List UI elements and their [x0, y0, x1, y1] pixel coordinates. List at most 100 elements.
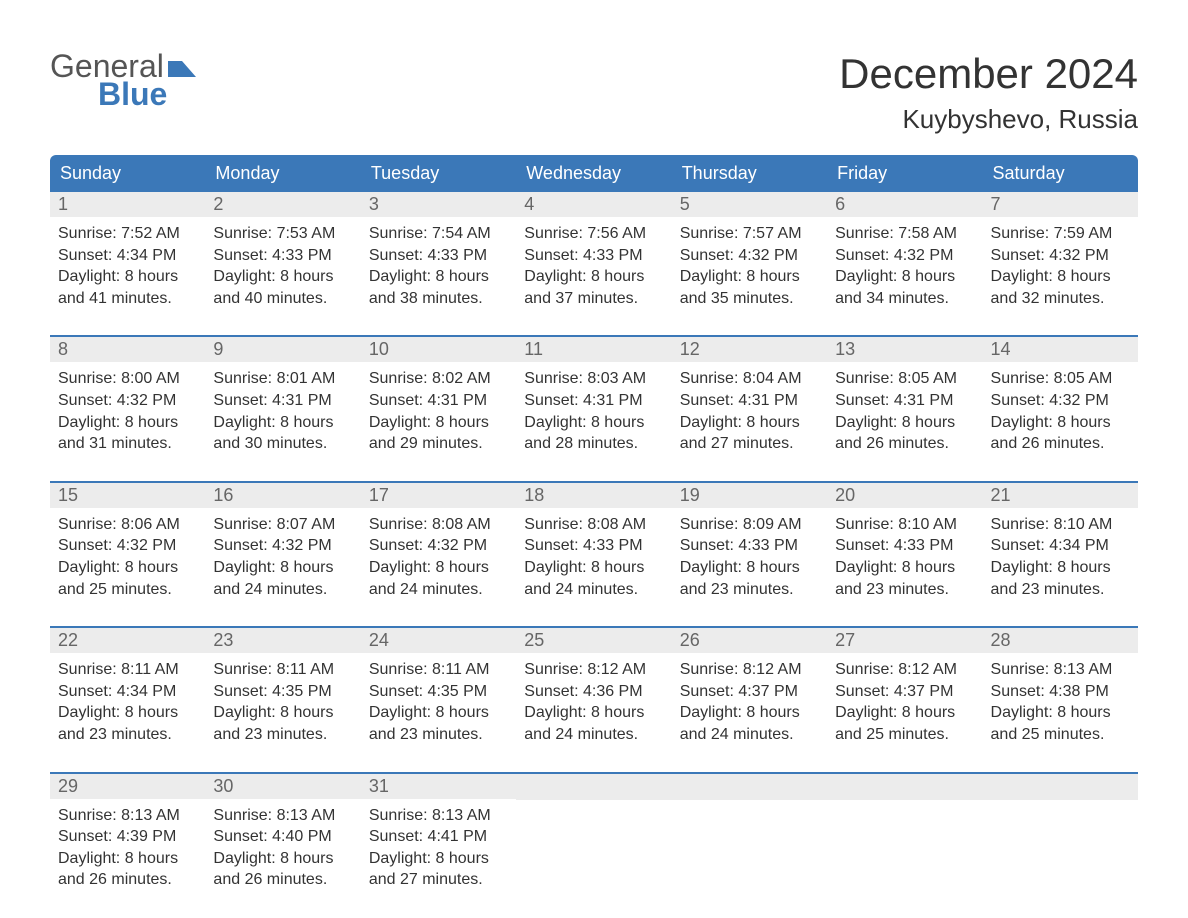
d1-text: Daylight: 8 hours [213, 412, 352, 434]
d2-text: and 41 minutes. [58, 288, 197, 310]
d2-text: and 35 minutes. [680, 288, 819, 310]
calendar-cell: 6Sunrise: 7:58 AMSunset: 4:32 PMDaylight… [827, 192, 982, 327]
day-number: 8 [50, 337, 205, 362]
calendar-cell: 16Sunrise: 8:07 AMSunset: 4:32 PMDayligh… [205, 483, 360, 618]
sunset-text: Sunset: 4:32 PM [213, 535, 352, 557]
d2-text: and 27 minutes. [680, 433, 819, 455]
day-number: 29 [50, 774, 205, 799]
sunrise-text: Sunrise: 8:11 AM [369, 659, 508, 681]
cell-body: Sunrise: 7:57 AMSunset: 4:32 PMDaylight:… [672, 217, 827, 309]
sunrise-text: Sunrise: 8:12 AM [680, 659, 819, 681]
cell-body: Sunrise: 8:05 AMSunset: 4:31 PMDaylight:… [827, 362, 982, 454]
week-row: 29Sunrise: 8:13 AMSunset: 4:39 PMDayligh… [50, 772, 1138, 909]
cell-body: Sunrise: 8:11 AMSunset: 4:35 PMDaylight:… [205, 653, 360, 745]
calendar-cell: 29Sunrise: 8:13 AMSunset: 4:39 PMDayligh… [50, 774, 205, 909]
cell-body: Sunrise: 8:04 AMSunset: 4:31 PMDaylight:… [672, 362, 827, 454]
cell-body: Sunrise: 8:13 AMSunset: 4:38 PMDaylight:… [983, 653, 1138, 745]
day-number: 6 [827, 192, 982, 217]
day-header: Tuesday [361, 155, 516, 192]
d1-text: Daylight: 8 hours [213, 702, 352, 724]
calendar-cell: 2Sunrise: 7:53 AMSunset: 4:33 PMDaylight… [205, 192, 360, 327]
day-number: 27 [827, 628, 982, 653]
sunrise-text: Sunrise: 8:09 AM [680, 514, 819, 536]
d1-text: Daylight: 8 hours [835, 557, 974, 579]
calendar-cell: 20Sunrise: 8:10 AMSunset: 4:33 PMDayligh… [827, 483, 982, 618]
d2-text: and 24 minutes. [680, 724, 819, 746]
cell-body: Sunrise: 8:13 AMSunset: 4:40 PMDaylight:… [205, 799, 360, 891]
cell-body: Sunrise: 8:09 AMSunset: 4:33 PMDaylight:… [672, 508, 827, 600]
d1-text: Daylight: 8 hours [680, 702, 819, 724]
title-block: December 2024 Kuybyshevo, Russia [839, 50, 1138, 135]
sunset-text: Sunset: 4:32 PM [835, 245, 974, 267]
d1-text: Daylight: 8 hours [835, 702, 974, 724]
sunset-text: Sunset: 4:31 PM [680, 390, 819, 412]
month-title: December 2024 [839, 50, 1138, 98]
day-number: 4 [516, 192, 671, 217]
sunset-text: Sunset: 4:31 PM [835, 390, 974, 412]
sunrise-text: Sunrise: 8:12 AM [524, 659, 663, 681]
calendar-cell: 25Sunrise: 8:12 AMSunset: 4:36 PMDayligh… [516, 628, 671, 763]
d1-text: Daylight: 8 hours [680, 557, 819, 579]
d1-text: Daylight: 8 hours [369, 412, 508, 434]
calendar-cell: 9Sunrise: 8:01 AMSunset: 4:31 PMDaylight… [205, 337, 360, 472]
day-header: Wednesday [516, 155, 671, 192]
cell-body: Sunrise: 7:56 AMSunset: 4:33 PMDaylight:… [516, 217, 671, 309]
d2-text: and 37 minutes. [524, 288, 663, 310]
d2-text: and 30 minutes. [213, 433, 352, 455]
sunrise-text: Sunrise: 8:08 AM [524, 514, 663, 536]
sunrise-text: Sunrise: 8:05 AM [835, 368, 974, 390]
day-number: 12 [672, 337, 827, 362]
cell-body: Sunrise: 8:08 AMSunset: 4:32 PMDaylight:… [361, 508, 516, 600]
sunrise-text: Sunrise: 8:03 AM [524, 368, 663, 390]
calendar-cell: 1Sunrise: 7:52 AMSunset: 4:34 PMDaylight… [50, 192, 205, 327]
calendar-cell: 24Sunrise: 8:11 AMSunset: 4:35 PMDayligh… [361, 628, 516, 763]
day-number: 30 [205, 774, 360, 799]
header: General Blue December 2024 Kuybyshevo, R… [50, 50, 1138, 135]
day-number: 15 [50, 483, 205, 508]
sunset-text: Sunset: 4:33 PM [369, 245, 508, 267]
sunset-text: Sunset: 4:35 PM [213, 681, 352, 703]
day-number: 13 [827, 337, 982, 362]
cell-body: Sunrise: 7:53 AMSunset: 4:33 PMDaylight:… [205, 217, 360, 309]
cell-body: Sunrise: 8:07 AMSunset: 4:32 PMDaylight:… [205, 508, 360, 600]
logo-text-2: Blue [98, 76, 167, 113]
sunset-text: Sunset: 4:36 PM [524, 681, 663, 703]
cell-body: Sunrise: 8:10 AMSunset: 4:33 PMDaylight:… [827, 508, 982, 600]
sunrise-text: Sunrise: 8:05 AM [991, 368, 1130, 390]
d1-text: Daylight: 8 hours [369, 266, 508, 288]
day-number: 25 [516, 628, 671, 653]
d2-text: and 26 minutes. [58, 869, 197, 891]
sunset-text: Sunset: 4:31 PM [369, 390, 508, 412]
sunset-text: Sunset: 4:32 PM [369, 535, 508, 557]
sunset-text: Sunset: 4:31 PM [524, 390, 663, 412]
calendar-cell: 28Sunrise: 8:13 AMSunset: 4:38 PMDayligh… [983, 628, 1138, 763]
d1-text: Daylight: 8 hours [369, 848, 508, 870]
d2-text: and 23 minutes. [835, 579, 974, 601]
cell-body: Sunrise: 8:05 AMSunset: 4:32 PMDaylight:… [983, 362, 1138, 454]
calendar-cell: 27Sunrise: 8:12 AMSunset: 4:37 PMDayligh… [827, 628, 982, 763]
day-number: 1 [50, 192, 205, 217]
d2-text: and 25 minutes. [835, 724, 974, 746]
sunset-text: Sunset: 4:35 PM [369, 681, 508, 703]
sunrise-text: Sunrise: 7:57 AM [680, 223, 819, 245]
sunset-text: Sunset: 4:33 PM [680, 535, 819, 557]
cell-body: Sunrise: 7:58 AMSunset: 4:32 PMDaylight:… [827, 217, 982, 309]
day-number: 7 [983, 192, 1138, 217]
day-number [672, 774, 827, 800]
calendar-cell: 19Sunrise: 8:09 AMSunset: 4:33 PMDayligh… [672, 483, 827, 618]
calendar-cell: 22Sunrise: 8:11 AMSunset: 4:34 PMDayligh… [50, 628, 205, 763]
cell-body: Sunrise: 8:11 AMSunset: 4:34 PMDaylight:… [50, 653, 205, 745]
d2-text: and 26 minutes. [991, 433, 1130, 455]
d1-text: Daylight: 8 hours [524, 266, 663, 288]
sunrise-text: Sunrise: 8:12 AM [835, 659, 974, 681]
sunset-text: Sunset: 4:32 PM [58, 535, 197, 557]
calendar-cell [516, 774, 671, 909]
cell-body: Sunrise: 8:11 AMSunset: 4:35 PMDaylight:… [361, 653, 516, 745]
day-number: 16 [205, 483, 360, 508]
day-number: 5 [672, 192, 827, 217]
d2-text: and 23 minutes. [991, 579, 1130, 601]
sunrise-text: Sunrise: 7:52 AM [58, 223, 197, 245]
d1-text: Daylight: 8 hours [213, 557, 352, 579]
calendar-cell: 7Sunrise: 7:59 AMSunset: 4:32 PMDaylight… [983, 192, 1138, 327]
calendar-cell [983, 774, 1138, 909]
